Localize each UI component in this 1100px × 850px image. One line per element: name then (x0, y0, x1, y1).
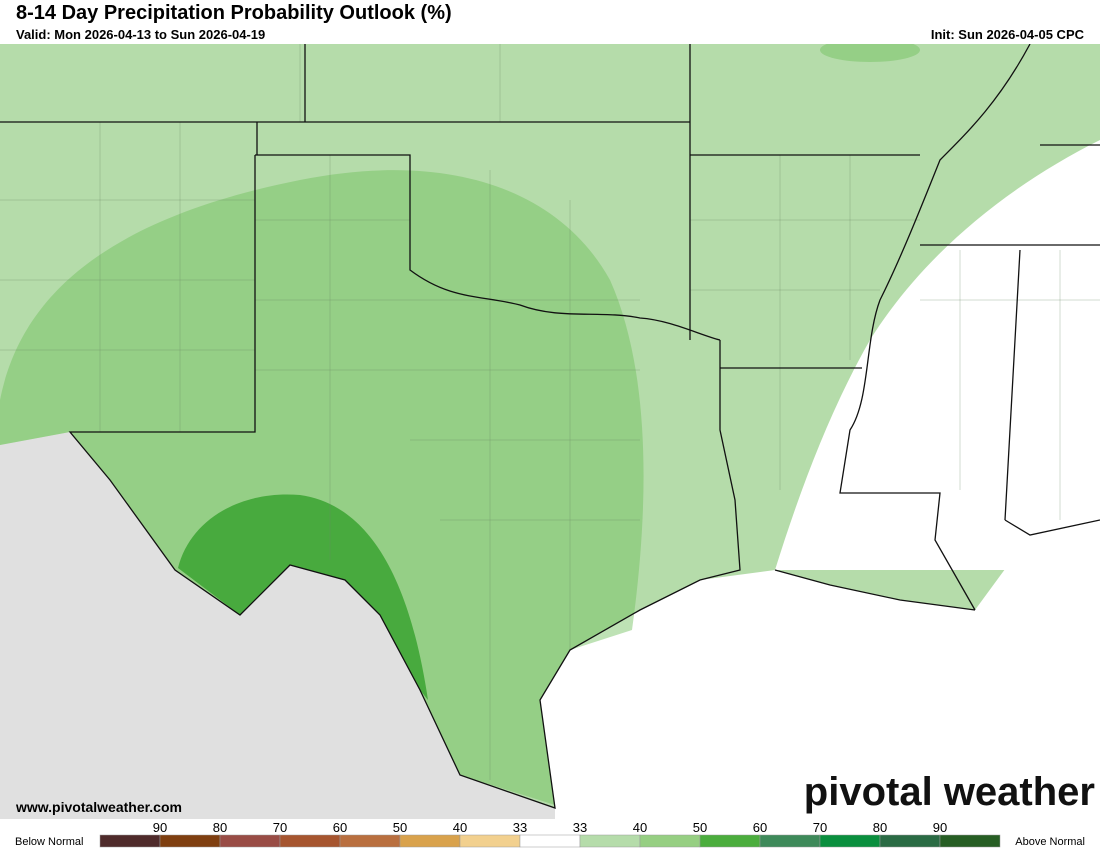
legend-above: Above Normal (1015, 836, 1085, 848)
legend-swatch (339, 834, 401, 848)
legend-tick: 40 (633, 820, 647, 835)
legend-swatch (759, 834, 821, 848)
legend-swatch (459, 834, 521, 848)
county-lines (0, 44, 1100, 780)
legend-swatch (819, 834, 881, 848)
outlook-40-50-north (820, 44, 920, 62)
legend-tick: 70 (273, 820, 287, 835)
outlook-40-50 (0, 170, 644, 806)
outlook-50-60 (178, 494, 428, 700)
legend-swatch (579, 834, 641, 848)
legend-tick: 70 (813, 820, 827, 835)
valid-time: Valid: Mon 2026-04-13 to Sun 2026-04-19 (16, 27, 266, 42)
legend-swatch (399, 834, 461, 848)
init-time: Init: Sun 2026-04-05 CPC (930, 27, 1084, 42)
legend-tick: 80 (213, 820, 227, 835)
legend-swatch (519, 834, 581, 848)
legend-swatch (159, 834, 221, 848)
legend-tick: 40 (453, 820, 467, 835)
legend-swatch (879, 834, 941, 848)
legend-tick: 33 (573, 820, 587, 835)
legend-swatch (699, 834, 761, 848)
legend-tick: 90 (153, 820, 167, 835)
legend-swatch (279, 834, 341, 848)
legend-tick: 90 (933, 820, 947, 835)
outlook-equal-chances (775, 140, 1100, 570)
legend-tick: 50 (693, 820, 707, 835)
legend-tick: 80 (873, 820, 887, 835)
legend-tick: 60 (333, 820, 347, 835)
legend-swatch (219, 834, 281, 848)
legend-tick: 60 (753, 820, 767, 835)
legend-tick: 33 (513, 820, 527, 835)
map: www.pivotalweather.com pivotal weather (0, 44, 1100, 819)
legend: Below Normal Above Normal 90 80 70 60 50 40 33… (15, 820, 1085, 848)
gulf-of-mexico (540, 520, 1100, 819)
website: www.pivotalweather.com (15, 799, 182, 815)
legend-swatch (939, 834, 1001, 848)
legend-tick: 50 (393, 820, 407, 835)
legend-swatch (99, 834, 161, 848)
mexico (0, 432, 555, 819)
title: 8-14 Day Precipitation Probability Outlo… (16, 2, 452, 24)
legend-below: Below Normal (15, 836, 83, 848)
legend-swatch (639, 834, 701, 848)
brand: pivotal weather (804, 770, 1095, 814)
state-borders (0, 44, 1100, 809)
